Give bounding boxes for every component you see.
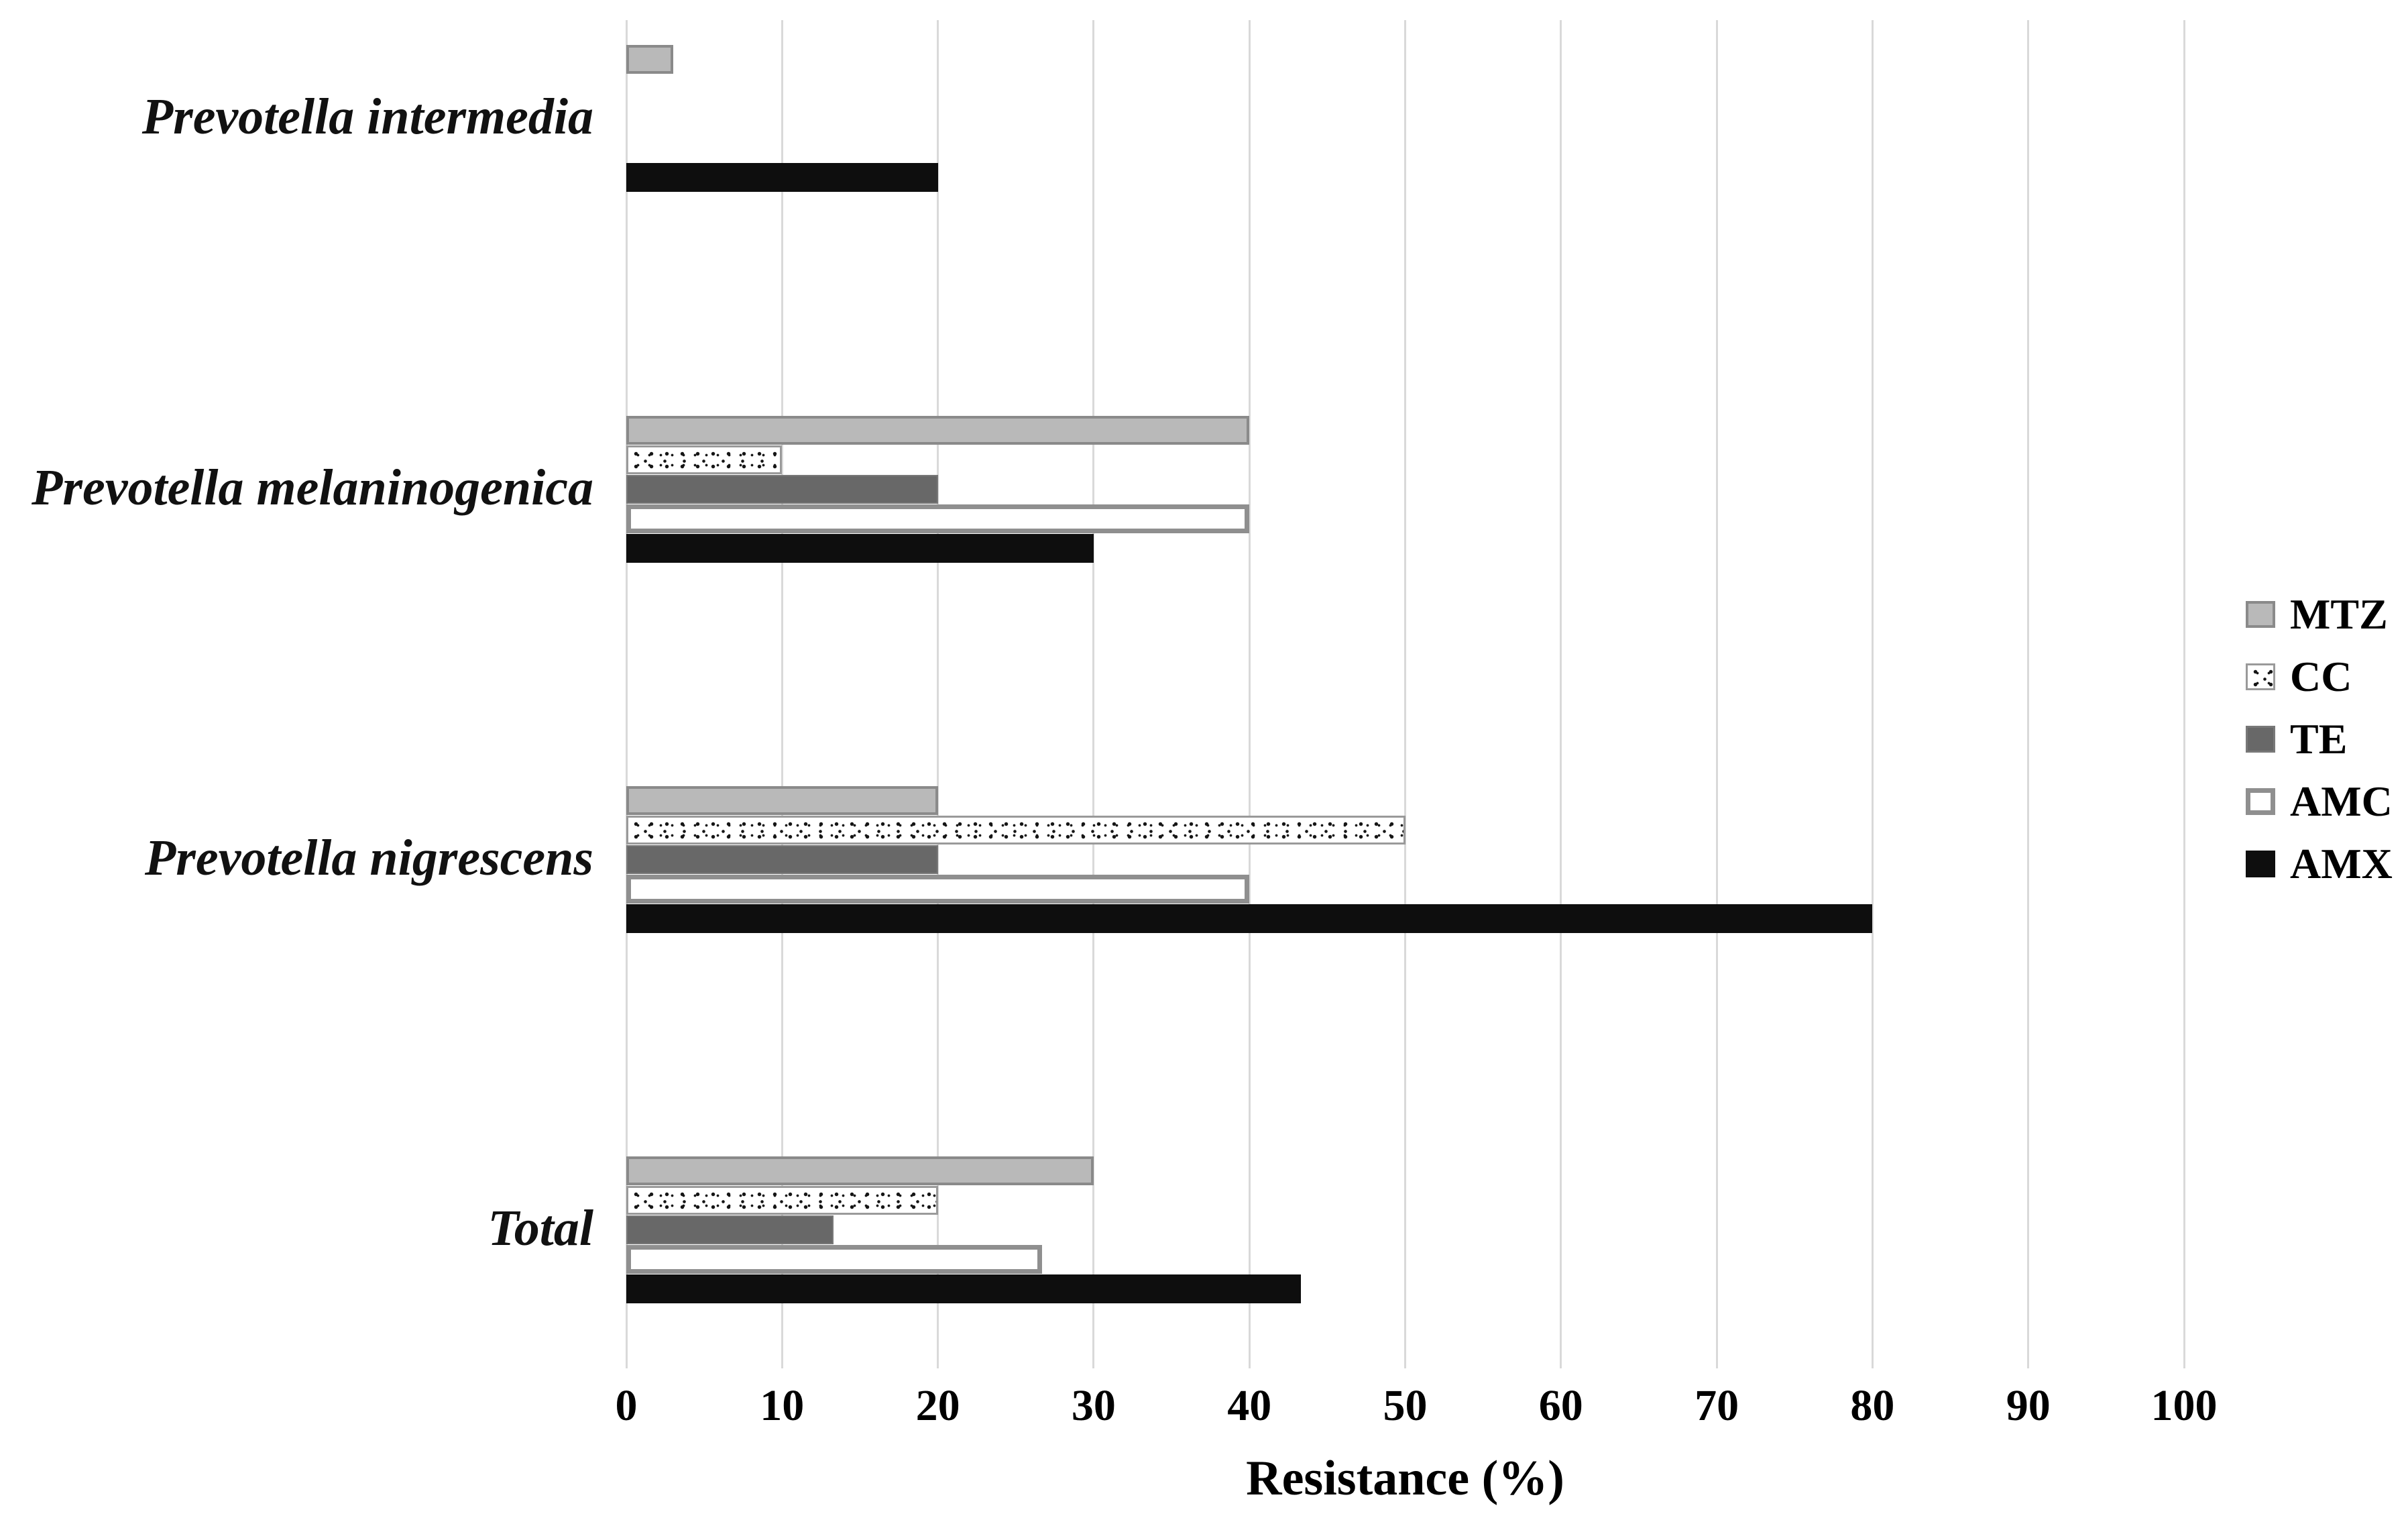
x-tick-label-60: 60: [1538, 1381, 1583, 1430]
category-label-2: Prevotella nigrescens: [144, 829, 593, 886]
x-tick-label-70: 70: [1695, 1381, 1739, 1430]
bar-te-cat2: [626, 845, 938, 874]
legend-label-te: TE: [2290, 715, 2348, 763]
gridline-0: [625, 20, 628, 1368]
bar-mtz-cat0: [626, 45, 673, 74]
x-axis-title: Resistance (%): [1246, 1451, 1564, 1506]
x-tick-label-20: 20: [915, 1381, 960, 1430]
x-tick-label-40: 40: [1227, 1381, 1272, 1430]
bar-amc-cat1: [626, 504, 1250, 533]
legend-swatch-cc-icon: [2246, 663, 2275, 690]
legend-entry-mtz: MTZ: [2246, 593, 2388, 636]
legend-entry-amx: AMX: [2246, 842, 2393, 885]
gridline-10: [781, 20, 783, 1368]
legend-label-amc: AMC: [2290, 777, 2393, 825]
gridline-20: [937, 20, 939, 1368]
legend-label-cc: CC: [2290, 653, 2352, 700]
legend-entry-amc: AMC: [2246, 780, 2393, 823]
bar-amx-cat2: [626, 904, 1873, 933]
bar-amx-cat1: [626, 534, 1094, 563]
gridline-100: [2183, 20, 2185, 1368]
bar-amx-cat3: [626, 1274, 1301, 1303]
gridline-30: [1092, 20, 1095, 1368]
gridline-90: [2027, 20, 2030, 1368]
x-tick-label-30: 30: [1071, 1381, 1116, 1430]
gridline-60: [1560, 20, 1562, 1368]
bar-te-cat3: [626, 1215, 834, 1244]
bar-amc-cat3: [626, 1245, 1043, 1274]
category-label-0: Prevotella intermedia: [141, 88, 593, 145]
legend-entry-cc: CC: [2246, 655, 2352, 698]
legend-swatch-mtz-icon: [2246, 601, 2275, 628]
x-tick-label-100: 100: [2151, 1381, 2218, 1430]
bar-mtz-cat2: [626, 786, 938, 815]
legend-swatch-te-icon: [2246, 726, 2275, 753]
gridline-40: [1248, 20, 1251, 1368]
x-tick-label-0: 0: [615, 1381, 638, 1430]
gridline-70: [1715, 20, 1718, 1368]
gridline-50: [1404, 20, 1406, 1368]
legend-swatch-amc-icon: [2246, 788, 2275, 815]
category-label-1: Prevotella melaninogenica: [31, 459, 593, 516]
gridline-80: [1871, 20, 1874, 1368]
bar-amx-cat0: [626, 163, 938, 192]
bar-mtz-cat1: [626, 416, 1250, 445]
bar-cc-cat1: [626, 445, 783, 474]
legend-entry-te: TE: [2246, 718, 2347, 761]
bar-cc-cat2: [626, 816, 1406, 845]
category-label-3: Total: [488, 1199, 593, 1256]
x-tick-label-10: 10: [760, 1381, 805, 1430]
legend-swatch-amx-icon: [2246, 851, 2275, 877]
x-tick-label-80: 80: [1850, 1381, 1895, 1430]
x-tick-label-90: 90: [2006, 1381, 2051, 1430]
x-tick-label-50: 50: [1383, 1381, 1428, 1430]
bar-amc-cat2: [626, 875, 1250, 904]
legend-label-amx: AMX: [2290, 840, 2393, 887]
legend-label-mtz: MTZ: [2290, 590, 2388, 638]
bar-te-cat1: [626, 475, 938, 504]
bar-mtz-cat3: [626, 1156, 1094, 1185]
bar-cc-cat3: [626, 1186, 938, 1215]
